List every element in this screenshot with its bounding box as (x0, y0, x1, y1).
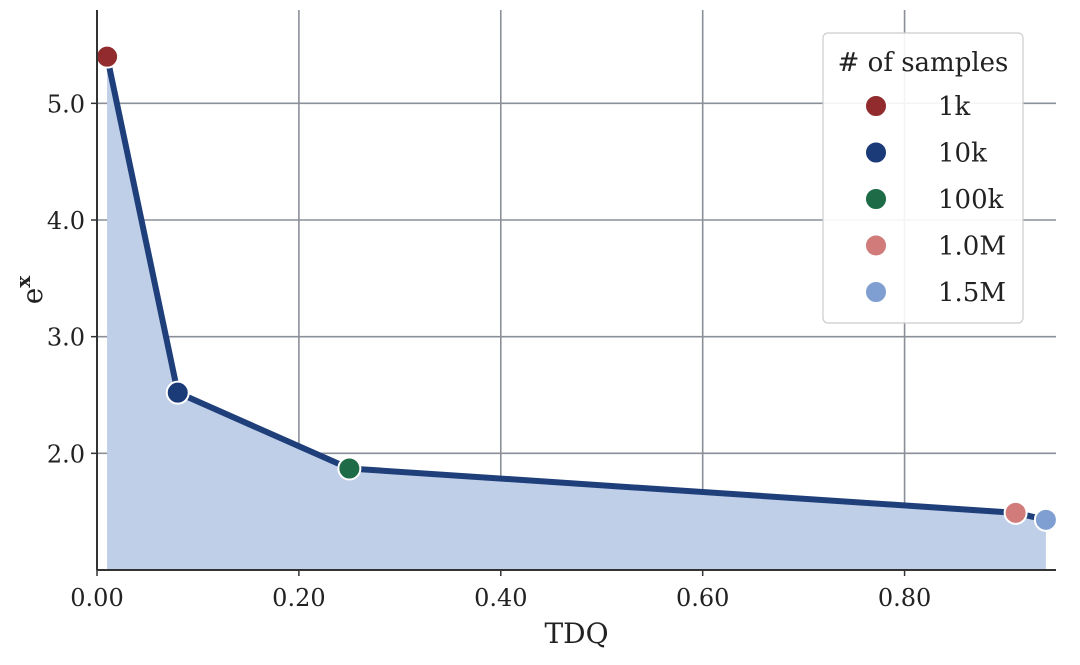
legend-label-1.0M: 1.0M (938, 232, 1006, 262)
legend-marker-10k (864, 140, 888, 165)
legend-marker-1.0M (864, 233, 888, 258)
y-tick-label: 4.0 (47, 207, 85, 235)
y-tick-label: 2.0 (47, 440, 85, 468)
data-point-1.5M (1033, 507, 1058, 532)
tick-labels: 0.00 0.20 0.40 0.60 0.80 2.0 3.0 4.0 5.0 (47, 90, 931, 612)
legend-label-10k: 10k (938, 139, 987, 169)
data-point-1k (95, 44, 120, 69)
legend-label-1k: 1k (938, 92, 971, 122)
x-tick-label: 0.60 (676, 584, 729, 612)
data-point-10k (165, 380, 190, 405)
data-points (95, 44, 1058, 532)
legend-label-100k: 100k (938, 185, 1004, 215)
x-tick-label: 0.40 (474, 584, 527, 612)
y-tick-label: 5.0 (47, 90, 85, 118)
legend-entries: 1k 10k 100k 1.0M 1.5M (864, 92, 1006, 308)
y-axis-label-base: e (16, 288, 49, 305)
x-tick-label: 0.80 (878, 584, 931, 612)
data-point-100k (337, 456, 362, 481)
legend-marker-1.5M (864, 280, 888, 304)
x-tick-label: 0.00 (70, 584, 123, 612)
y-tick-label: 3.0 (47, 324, 85, 352)
y-axis-label-superscript: x (11, 275, 35, 288)
legend: # of samples 1k 10k 100k 1.0M 1.5M (822, 32, 1024, 324)
data-point-1.0M (1003, 500, 1028, 525)
legend-marker-1k (864, 94, 888, 118)
x-axis-label: TDQ (544, 617, 608, 650)
legend-label-1.5M: 1.5M (938, 278, 1006, 308)
area-fill (107, 56, 1046, 570)
legend-marker-100k (864, 187, 888, 211)
legend-title: # of samples (838, 48, 1009, 78)
x-tick-label: 0.20 (272, 584, 325, 612)
y-axis-label: ex (11, 275, 49, 305)
